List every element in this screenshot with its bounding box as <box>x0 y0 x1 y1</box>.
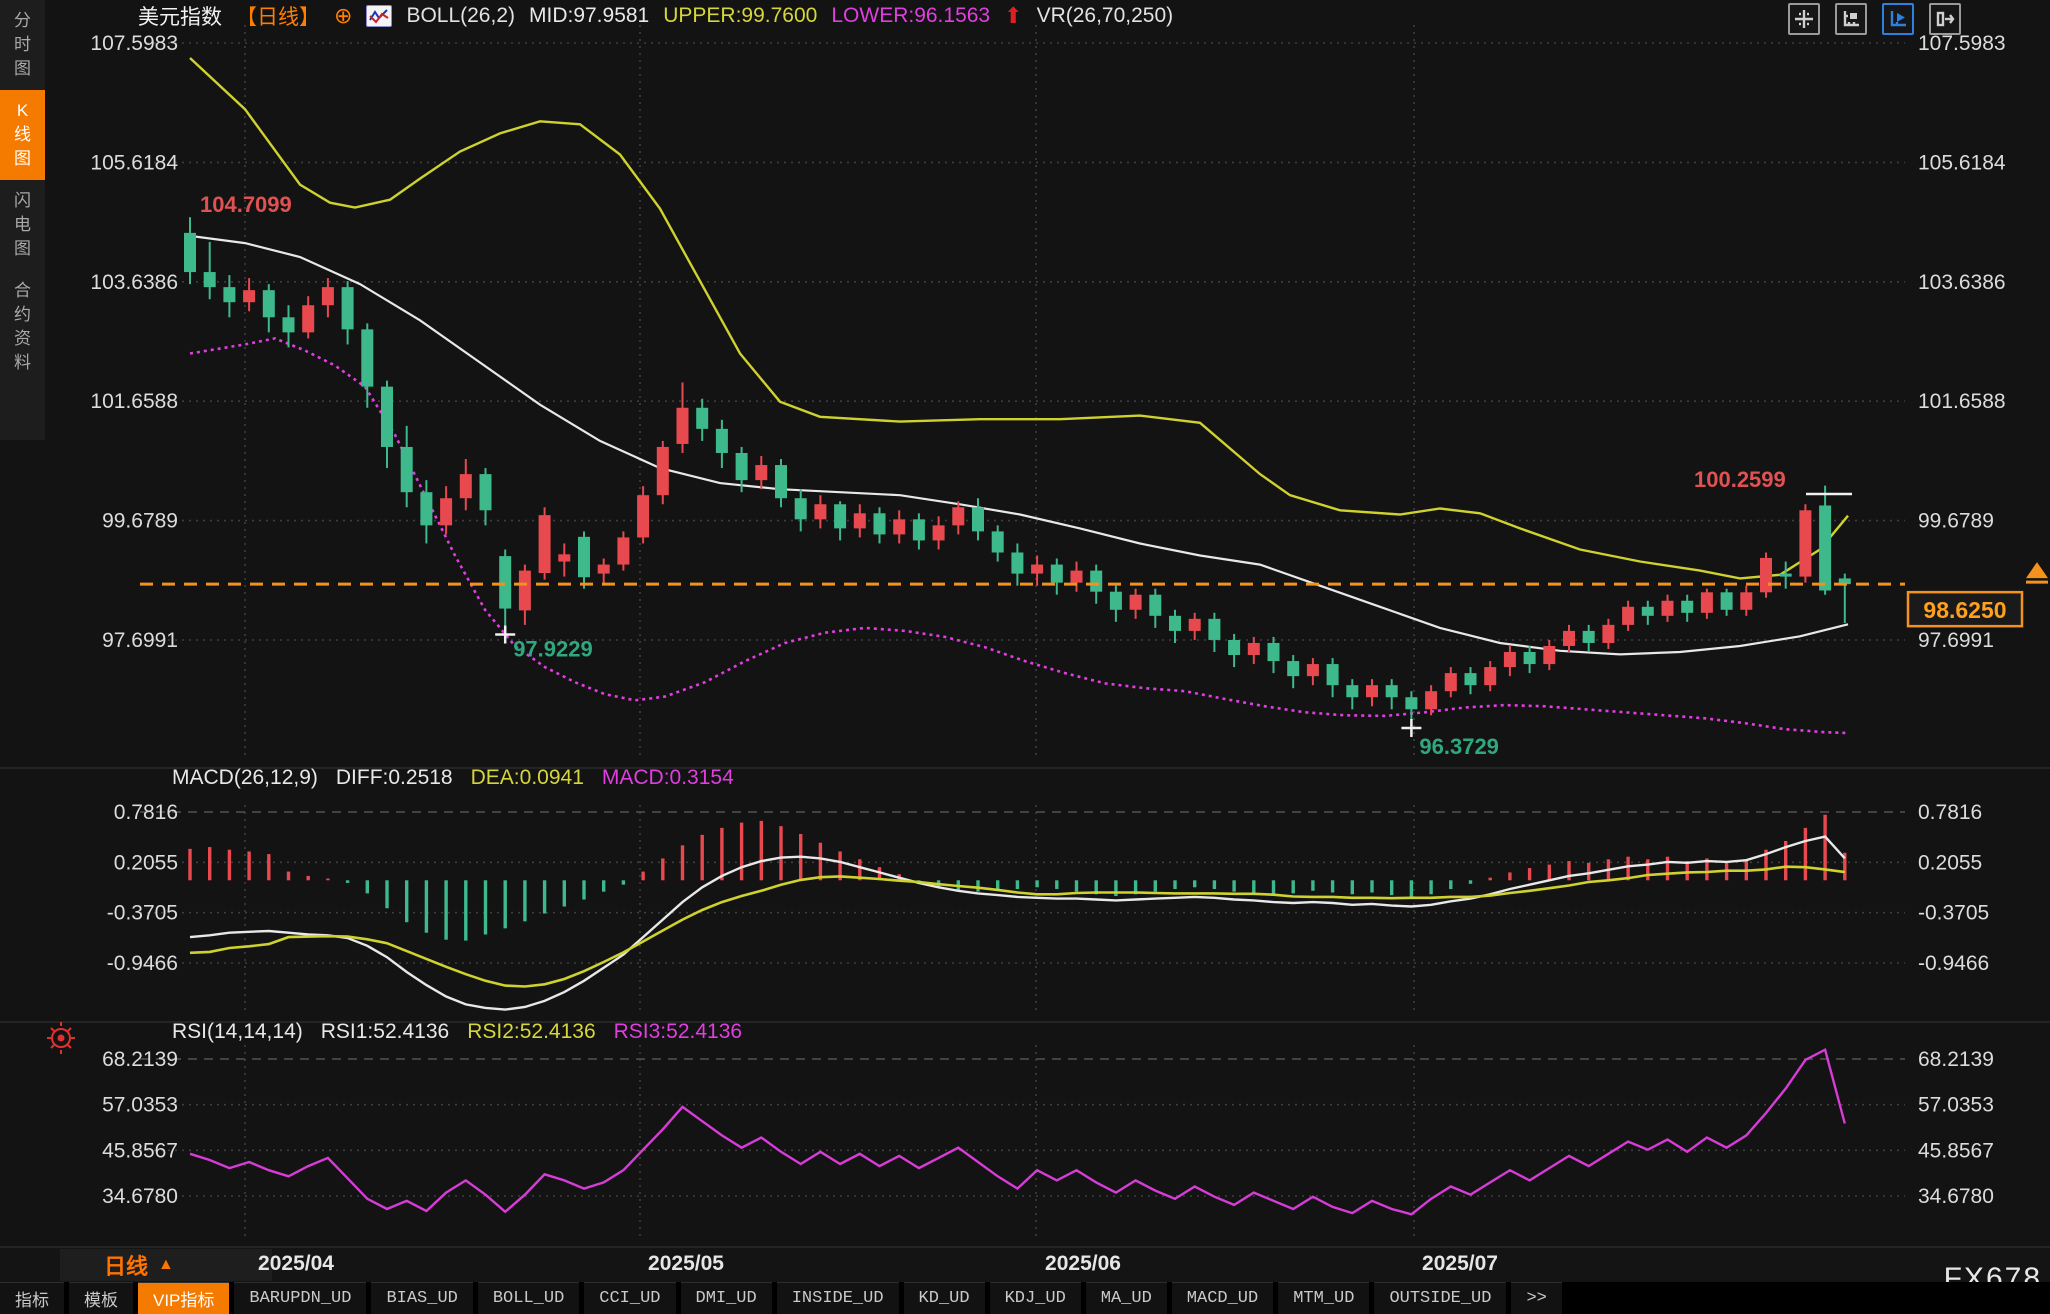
symbol-title: 美元指数 <box>138 6 222 29</box>
axis-label-left: 68.2139 <box>102 1048 178 1071</box>
macd-dea-value: DEA:0.0941 <box>470 766 584 789</box>
axis-label-left: 97.6991 <box>102 629 178 652</box>
footer-tab-ma_ud[interactable]: MA_UD <box>1085 1282 1167 1314</box>
axis-label-right: 99.6789 <box>1918 510 1994 533</box>
kline-chart-icon[interactable] <box>366 5 393 27</box>
alert-sun-icon[interactable] <box>44 1018 78 1063</box>
date-axis-row: 日线 ▲ FX678 2025/04 2025/05 2025/06 2025/07 <box>0 1248 2050 1295</box>
axis-label-left: -0.9466 <box>107 952 178 975</box>
add-indicator-icon[interactable]: ⊕ <box>334 3 353 28</box>
sidebar-item-3[interactable]: 合约资料 <box>14 281 31 372</box>
axis-label-left: 107.5983 <box>90 32 178 55</box>
axis-play-icon[interactable] <box>1882 3 1914 35</box>
axis-label-right: -0.3705 <box>1918 902 1989 925</box>
footer-tab-mtm_ud[interactable]: MTM_UD <box>1278 1282 1370 1314</box>
axis-label-right: 45.8567 <box>1918 1139 1994 1162</box>
shift-right-icon[interactable] <box>1929 3 1961 35</box>
footer-tab-macd_ud[interactable]: MACD_UD <box>1171 1282 1274 1314</box>
axis-label-right: 107.5983 <box>1918 32 2006 55</box>
period-selector[interactable]: 日线 ▲ <box>60 1249 272 1281</box>
rsi1-value: RSI1:52.4136 <box>320 1020 450 1043</box>
footer-tab-vip[interactable]: VIP指标 <box>138 1282 230 1314</box>
footer-tab-outside_ud[interactable]: OUTSIDE_UD <box>1374 1282 1507 1314</box>
footer-tab-kdj_ud[interactable]: KDJ_UD <box>989 1282 1081 1314</box>
x-axis-label: 2025/05 <box>648 1252 724 1275</box>
axis-label-right: 103.6386 <box>1918 271 2006 294</box>
axis-label-left: 0.7816 <box>114 801 178 824</box>
boll-mid-value: MID:97.9581 <box>529 4 650 27</box>
annotation-high-start: 104.7099 <box>200 192 292 217</box>
axis-label-left: 99.6789 <box>102 510 178 533</box>
period-arrow-icon: ▲ <box>158 1256 174 1273</box>
footer-tab-[interactable]: 指标 <box>0 1282 64 1314</box>
price-arrow-marker <box>2026 562 2048 579</box>
price-up-arrow-icon: ⬆ <box>1004 3 1023 28</box>
annotation-high-end: 100.2599 <box>1694 467 1786 492</box>
rsi-title: RSI(14,14,14) <box>172 1020 303 1043</box>
macd-diff-value: DIFF:0.2518 <box>335 766 453 789</box>
axis-label-right: 97.6991 <box>1918 629 1994 652</box>
rsi3-value: RSI3:52.4136 <box>613 1020 743 1043</box>
last-price-box <box>1906 590 2024 628</box>
axis-label-left: 0.2055 <box>114 851 178 874</box>
footer-tab-barupdn_ud[interactable]: BARUPDN_UD <box>234 1282 367 1314</box>
indicator-tab-bar: 指标 模板 VIP指标 BARUPDN_UD BIAS_UD BOLL_UD CCI_UD D… <box>0 1282 2050 1314</box>
axis-label-left: 105.6184 <box>90 151 178 174</box>
axis-label-right: -0.9466 <box>1918 952 1989 975</box>
rsi-panel-header: RSI(14,14,14) RSI1:52.4136 RSI2:52.4136 … <box>172 1020 742 1044</box>
macd-title: MACD(26,12,9) <box>172 766 318 789</box>
axis-label-right: 34.6780 <box>1918 1185 1994 1208</box>
axis-label-left: 34.6780 <box>102 1185 178 1208</box>
x-axis-label: 2025/07 <box>1422 1252 1498 1275</box>
period-tag[interactable]: 【日线】 <box>236 6 320 29</box>
axis-label-left: 103.6386 <box>90 271 178 294</box>
footer-tab-dmi_ud[interactable]: DMI_UD <box>680 1282 772 1314</box>
x-axis-label: 2025/04 <box>258 1252 334 1275</box>
footer-tab-cci_ud[interactable]: CCI_UD <box>584 1282 676 1314</box>
axis-label-left: 57.0353 <box>102 1094 178 1117</box>
macd-macd-value: MACD:0.3154 <box>601 766 734 789</box>
footer-tab-boll_ud[interactable]: BOLL_UD <box>477 1282 580 1314</box>
rsi2-value: RSI2:52.4136 <box>467 1020 596 1043</box>
footer-tab-[interactable]: 模板 <box>69 1282 133 1314</box>
axis-label-left: 45.8567 <box>102 1139 178 1162</box>
x-axis-label: 2025/06 <box>1045 1252 1121 1275</box>
axis-label-right: 0.7816 <box>1918 801 1982 824</box>
macd-panel-header: MACD(26,12,9) DIFF:0.2518 DEA:0.0941 MAC… <box>172 766 734 790</box>
axis-label-right: 68.2139 <box>1918 1048 1994 1071</box>
axis-label-right: 0.2055 <box>1918 851 1982 874</box>
axis-label-right: 101.6588 <box>1918 390 2006 413</box>
axis-label-left: 101.6588 <box>90 390 178 413</box>
sidebar-item-0[interactable]: 分时图 <box>14 11 31 78</box>
footer-tab-[interactable]: >> <box>1511 1282 1562 1314</box>
sidebar-item-2[interactable]: 闪电图 <box>14 191 31 258</box>
last-price-value: 98.6250 <box>1923 597 2006 623</box>
axis-label-right: 105.6184 <box>1918 151 2006 174</box>
annotation-low1: 97.9229 <box>513 637 593 662</box>
footer-tab-kd_ud[interactable]: KD_UD <box>903 1282 985 1314</box>
footer-tab-bias_ud[interactable]: BIAS_UD <box>371 1282 473 1314</box>
axis-scale-icon[interactable] <box>1835 3 1867 35</box>
footer-tab-inside_ud[interactable]: INSIDE_UD <box>776 1282 899 1314</box>
axis-label-right: 57.0353 <box>1918 1094 1994 1117</box>
annotation-low2: 96.3729 <box>1419 734 1499 759</box>
period-label: 日线 <box>104 1254 149 1279</box>
boll-upper-value: UPPER:99.7600 <box>663 4 818 27</box>
axis-label-left: -0.3705 <box>107 902 178 925</box>
chart-header: 美元指数 【日线】 ⊕ BOLL(26,2) MID:97.9581 UPPER… <box>138 2 1173 30</box>
vr-label: VR(26,70,250) <box>1036 4 1174 27</box>
crosshair-icon[interactable] <box>1788 3 1820 35</box>
boll-lower-value: LOWER:96.1563 <box>831 4 991 27</box>
chart-toolbar <box>1788 3 1961 35</box>
boll-label: BOLL(26,2) <box>406 4 515 27</box>
